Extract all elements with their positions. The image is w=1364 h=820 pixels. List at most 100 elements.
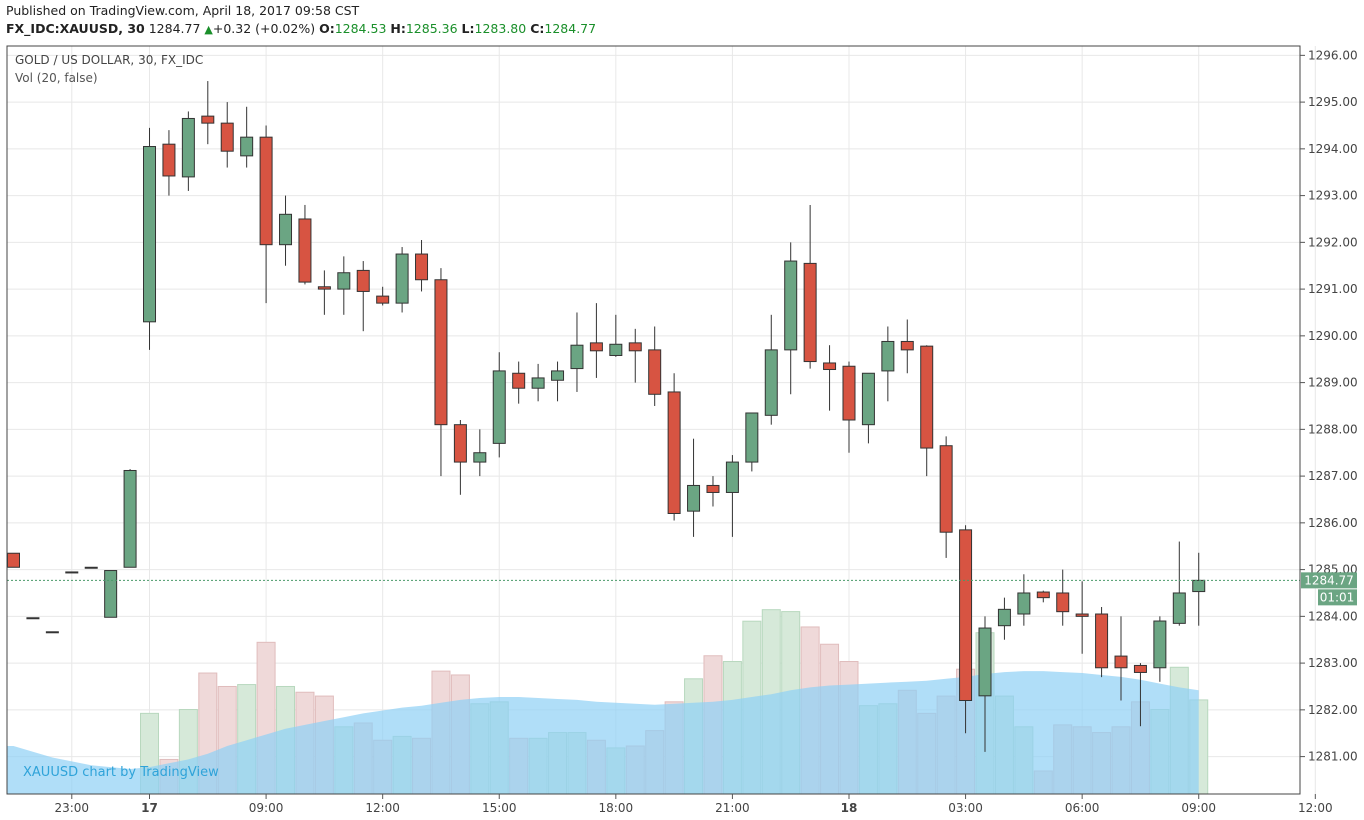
x-tick-label: 09:00 [1181, 801, 1216, 815]
candle [551, 361, 565, 402]
high-label: H: [390, 21, 406, 36]
candle [434, 268, 448, 477]
candle [745, 412, 759, 472]
candle [1133, 663, 1147, 727]
x-tick-label: 18 [841, 801, 858, 815]
candle-body [220, 122, 234, 152]
candle-body [45, 631, 59, 634]
y-tick-label: 1283.00 [1308, 656, 1358, 670]
candle [279, 195, 293, 266]
candle-body [84, 566, 98, 569]
low-value: 1283.80 [474, 21, 527, 36]
x-tick-label: 21:00 [715, 801, 750, 815]
candle [376, 286, 390, 306]
candle-body [1153, 620, 1167, 669]
candle [337, 256, 351, 315]
high-value: 1285.36 [405, 21, 458, 36]
candle-body [7, 552, 20, 568]
x-tick-label: 18:00 [599, 801, 634, 815]
candle-body [259, 136, 273, 246]
candle [162, 130, 176, 196]
candle [1172, 541, 1186, 626]
y-tick-label: 1292.00 [1308, 235, 1358, 249]
open-value: 1284.53 [334, 21, 387, 36]
candles [7, 81, 1206, 752]
y-tick-label: 1281.00 [1308, 750, 1358, 764]
price-tag-box [1301, 572, 1357, 589]
candle-body [1075, 613, 1089, 617]
candle-body [1172, 592, 1186, 624]
last-price: 1284.77 [148, 21, 201, 36]
candle-body [939, 445, 953, 533]
y-tick-label: 1289.00 [1308, 376, 1358, 390]
y-tick-label: 1288.00 [1308, 422, 1358, 436]
y-tick-label: 1286.00 [1308, 516, 1358, 530]
candle-body [162, 143, 176, 177]
candle-body [356, 269, 370, 292]
candle [939, 436, 953, 558]
candle [1153, 616, 1167, 682]
candle-body [842, 365, 856, 421]
open-label: O: [319, 21, 335, 36]
candle-body [784, 260, 798, 351]
price-chart[interactable]: 1281.001282.001283.001284.001285.001286.… [0, 42, 1364, 820]
candle-body [376, 295, 390, 304]
candle [648, 326, 662, 406]
candle [978, 616, 992, 752]
x-tick-label: 09:00 [249, 801, 284, 815]
candle [706, 476, 720, 507]
candle-body [900, 340, 914, 351]
y-tick-label: 1290.00 [1308, 329, 1358, 343]
time-axis[interactable]: 23:00 17 09:00 12:00 15:00 18:00 21:00 18 03:00 0… [54, 794, 1333, 815]
y-tick-label: 1282.00 [1308, 703, 1358, 717]
candle [589, 303, 603, 378]
candle-body [1114, 655, 1128, 669]
y-tick-label: 1293.00 [1308, 189, 1358, 203]
x-tick-label: 15:00 [482, 801, 517, 815]
candle [356, 261, 370, 332]
candle-body [978, 627, 992, 697]
candle-body [298, 218, 312, 283]
last-price-tag: 1284.77 01:01 [1301, 572, 1357, 606]
candle [861, 372, 875, 444]
candle [881, 326, 895, 402]
candle [1036, 590, 1050, 603]
candle [415, 240, 429, 292]
candle-body [1095, 613, 1109, 669]
candle [842, 361, 856, 453]
candle-body [201, 115, 215, 124]
x-tick-label: 23:00 [54, 801, 89, 815]
volume-ma-area [7, 671, 1199, 794]
candle-body [997, 608, 1011, 627]
candle [298, 204, 312, 285]
candle-body [279, 213, 293, 246]
candle [123, 469, 137, 568]
y-tick-label: 1294.00 [1308, 142, 1358, 156]
candle [7, 552, 20, 568]
candle [1114, 616, 1128, 701]
candle-body [920, 345, 934, 449]
candle-body [453, 424, 467, 463]
candle [512, 361, 526, 404]
candle [823, 345, 837, 411]
candle-body [317, 286, 331, 290]
candle-body [181, 117, 195, 178]
plot-frame [6, 45, 1301, 795]
candle [1075, 581, 1089, 654]
y-tick-label: 1291.00 [1308, 282, 1358, 296]
countdown-box [1318, 589, 1357, 606]
candle [65, 571, 79, 574]
chart-header: Published on TradingView.com, April 18, … [0, 0, 1364, 42]
candle [900, 319, 914, 374]
candle [259, 125, 273, 304]
candle [492, 352, 506, 458]
candle [473, 429, 487, 477]
candle [687, 438, 701, 537]
countdown-value: 01:01 [1320, 590, 1355, 604]
candle [764, 314, 778, 425]
watermark: XAUUSD chart by TradingView [23, 765, 219, 780]
candle-body [26, 617, 40, 620]
price-axis[interactable]: 1281.001282.001283.001284.001285.001286.… [1300, 48, 1358, 764]
candle-body [415, 253, 429, 281]
candle [317, 270, 331, 315]
